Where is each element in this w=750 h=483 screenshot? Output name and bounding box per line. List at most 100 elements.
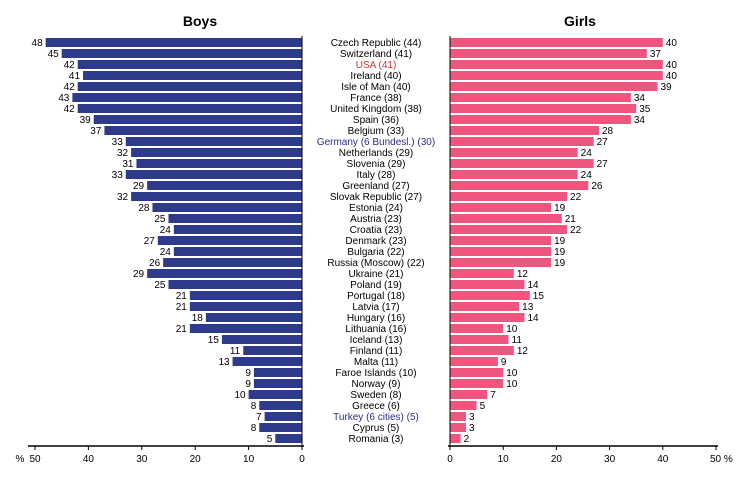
- country-label: Czech Republic (44): [331, 38, 422, 49]
- girls-x-tick-label: 40: [657, 454, 669, 465]
- girls-bar: [450, 412, 466, 421]
- boys-value-label: 42: [64, 60, 76, 71]
- country-row: 33 27 Germany (6 Bundesl.) (30): [112, 137, 608, 148]
- boys-bar: [125, 137, 302, 146]
- boys-bar: [259, 423, 302, 432]
- country-label: Estonia (24): [349, 203, 403, 214]
- boys-value-label: 21: [176, 291, 188, 302]
- country-label: Spain (36): [353, 115, 399, 126]
- boys-value-label: 27: [144, 236, 156, 247]
- country-label: Cyprus (5): [353, 423, 400, 434]
- girls-value-label: 15: [533, 291, 545, 302]
- boys-value-label: 42: [64, 104, 76, 115]
- boys-x-tick-label: 0: [299, 454, 305, 465]
- boys-value-label: 9: [245, 379, 251, 390]
- girls-value-label: 24: [581, 148, 593, 159]
- boys-value-label: 10: [234, 390, 246, 401]
- girls-value-label: 9: [501, 357, 507, 368]
- girls-bar: [450, 60, 663, 69]
- country-label: Isle of Man (40): [341, 82, 410, 93]
- girls-bar: [450, 291, 530, 300]
- country-row: 9 10 Norway (9): [245, 379, 518, 390]
- country-row: 5 2 Romania (3): [267, 434, 470, 445]
- boys-bar: [264, 412, 302, 421]
- boys-x-tick-label: %: [16, 454, 25, 465]
- boys-value-label: 24: [160, 225, 172, 236]
- boys-value-label: 48: [32, 38, 44, 49]
- country-label: Finland (11): [350, 346, 403, 357]
- boys-value-label: 41: [69, 71, 81, 82]
- boys-value-label: 11: [230, 346, 241, 357]
- girls-value-label: 3: [469, 412, 475, 423]
- country-row: 31 27 Slovenia (29): [122, 159, 608, 170]
- country-row: 21 13 Latvia (17): [176, 302, 534, 313]
- country-row: 13 9 Malta (11): [218, 357, 507, 368]
- boys-value-label: 21: [176, 324, 188, 335]
- boys-value-label: 45: [48, 49, 60, 60]
- country-label: Netherlands (29): [339, 148, 413, 159]
- girls-value-label: 13: [522, 302, 534, 313]
- boys-value-label: 37: [90, 126, 102, 137]
- boys-bar: [248, 390, 302, 399]
- country-label: Greenland (27): [342, 181, 409, 192]
- boys-value-label: 9: [245, 368, 251, 379]
- country-label: USA (41): [356, 60, 397, 71]
- country-row: 21 10 Lithuania (16): [176, 324, 518, 335]
- country-row: 33 24 Italy (28): [112, 170, 593, 181]
- boys-bar: [72, 93, 302, 102]
- girls-bar: [450, 247, 552, 256]
- girls-bar: [450, 181, 589, 190]
- girls-bar: [450, 203, 552, 212]
- country-label: Latvia (17): [352, 302, 399, 313]
- boys-value-label: 8: [251, 401, 257, 412]
- country-label: Hungary (16): [347, 313, 405, 324]
- boys-bar: [45, 38, 303, 47]
- girls-bar: [450, 401, 477, 410]
- country-row: 37 28 Belgium (33): [90, 126, 614, 137]
- girls-value-label: 19: [554, 247, 566, 258]
- girls-x-tick-label: 50 %: [710, 454, 733, 465]
- girls-value-label: 2: [464, 434, 470, 445]
- girls-value-label: 14: [527, 280, 539, 291]
- boys-bar: [168, 280, 302, 289]
- boys-bar: [232, 357, 302, 366]
- country-row: 27 19 Denmark (23): [144, 236, 566, 247]
- girls-value-label: 3: [469, 423, 475, 434]
- girls-value-label: 24: [581, 170, 593, 181]
- country-label: Malta (11): [354, 357, 398, 368]
- girls-bar: [450, 390, 488, 399]
- boys-bar: [259, 401, 302, 410]
- girls-value-label: 26: [591, 181, 603, 192]
- country-row: 42 40 USA (41): [64, 60, 677, 71]
- country-row: 25 14 Poland (19): [154, 280, 539, 291]
- boys-bar: [61, 49, 303, 58]
- girls-bar: [450, 49, 647, 58]
- boys-value-label: 26: [149, 258, 161, 269]
- country-row: 7 3 Turkey (6 cities) (5): [256, 412, 475, 423]
- girls-value-label: 19: [554, 236, 566, 247]
- boys-value-label: 31: [122, 159, 134, 170]
- country-label: Russia (Moscow) (22): [327, 258, 424, 269]
- girls-bar: [450, 225, 568, 234]
- girls-value-label: 40: [666, 38, 678, 49]
- country-row: 42 39 Isle of Man (40): [64, 82, 672, 93]
- boys-value-label: 18: [192, 313, 204, 324]
- girls-value-label: 12: [517, 269, 529, 280]
- girls-x-tick-label: 30: [604, 454, 616, 465]
- girls-value-label: 27: [597, 159, 609, 170]
- country-label: France (38): [350, 93, 402, 104]
- girls-bar: [450, 192, 568, 201]
- boys-value-label: 42: [64, 82, 76, 93]
- boys-bar: [83, 71, 302, 80]
- girls-bar: [450, 346, 514, 355]
- girls-value-label: 11: [512, 335, 523, 346]
- chart-axes: % 50 40 30 20 10 0 0 10 20 30 40 50 %: [16, 36, 733, 465]
- boys-bar: [275, 434, 302, 443]
- boys-value-label: 39: [80, 115, 92, 126]
- boys-bar: [77, 60, 302, 69]
- country-label: Austria (23): [350, 214, 402, 225]
- country-label: Bulgaria (22): [347, 247, 404, 258]
- girls-x-tick-label: 20: [551, 454, 563, 465]
- boys-bar: [221, 335, 302, 344]
